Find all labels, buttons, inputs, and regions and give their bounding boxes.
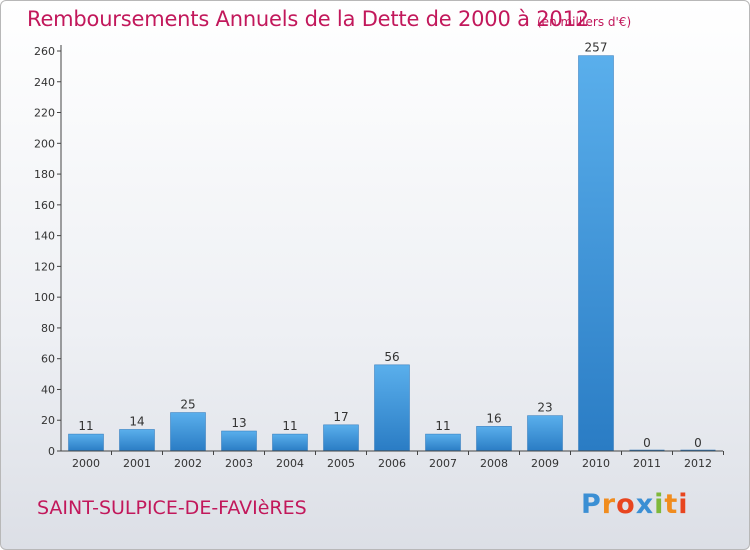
- y-tick-label: 80: [41, 322, 55, 335]
- chart-title: Remboursements Annuels de la Dette de 20…: [27, 7, 589, 31]
- bar: [578, 55, 614, 452]
- x-tick-label: 2006: [378, 457, 406, 470]
- data-label: 11: [78, 419, 93, 433]
- x-tick-label: 2005: [327, 457, 355, 470]
- x-tick-label: 2002: [174, 457, 202, 470]
- data-label: 257: [585, 41, 608, 55]
- y-tick-label: 260: [34, 45, 55, 58]
- x-tick-label: 2003: [225, 457, 253, 470]
- data-label: 11: [435, 419, 450, 433]
- bar: [170, 412, 206, 452]
- data-label: 16: [486, 411, 501, 425]
- y-tick-label: 240: [34, 76, 55, 89]
- y-tick-label: 120: [34, 260, 55, 273]
- proxiti-logo: Proxiti: [581, 489, 689, 520]
- data-label: 17: [333, 410, 348, 424]
- bar: [374, 364, 410, 452]
- x-tick-label: 2004: [276, 457, 304, 470]
- y-tick-label: 20: [41, 414, 55, 427]
- data-label: 25: [180, 398, 195, 412]
- y-tick-label: 0: [48, 445, 55, 458]
- bar: [323, 424, 359, 452]
- bar: [425, 433, 461, 452]
- x-tick-label: 2001: [123, 457, 151, 470]
- x-tick-label: 2011: [633, 457, 661, 470]
- commune-name: SAINT-SULPICE-DE-FAVIèRES: [37, 497, 307, 519]
- bar: [272, 433, 308, 452]
- data-label: 23: [537, 401, 552, 415]
- bar: [119, 429, 155, 452]
- y-tick-label: 60: [41, 353, 55, 366]
- data-label: 56: [384, 350, 399, 364]
- y-tick-label: 180: [34, 168, 55, 181]
- x-tick-label: 2010: [582, 457, 610, 470]
- y-tick-label: 200: [34, 137, 55, 150]
- data-label: 13: [231, 416, 246, 430]
- data-label: 11: [282, 419, 297, 433]
- x-tick-label: 2007: [429, 457, 457, 470]
- bar: [527, 415, 563, 452]
- y-tick-label: 40: [41, 383, 55, 396]
- y-tick-label: 100: [34, 291, 55, 304]
- x-tick-label: 2009: [531, 457, 559, 470]
- data-label: 0: [643, 436, 651, 450]
- y-tick-label: 220: [34, 107, 55, 120]
- bar: [221, 430, 257, 452]
- bar: [476, 426, 512, 452]
- data-label: 14: [129, 414, 144, 428]
- data-label: 0: [694, 436, 702, 450]
- x-tick-label: 2012: [684, 457, 712, 470]
- y-tick-label: 140: [34, 230, 55, 243]
- x-tick-label: 2008: [480, 457, 508, 470]
- unit-label: (en milliers d'€): [537, 15, 632, 29]
- bar: [68, 433, 104, 452]
- y-tick-label: 160: [34, 199, 55, 212]
- x-tick-label: 2000: [72, 457, 100, 470]
